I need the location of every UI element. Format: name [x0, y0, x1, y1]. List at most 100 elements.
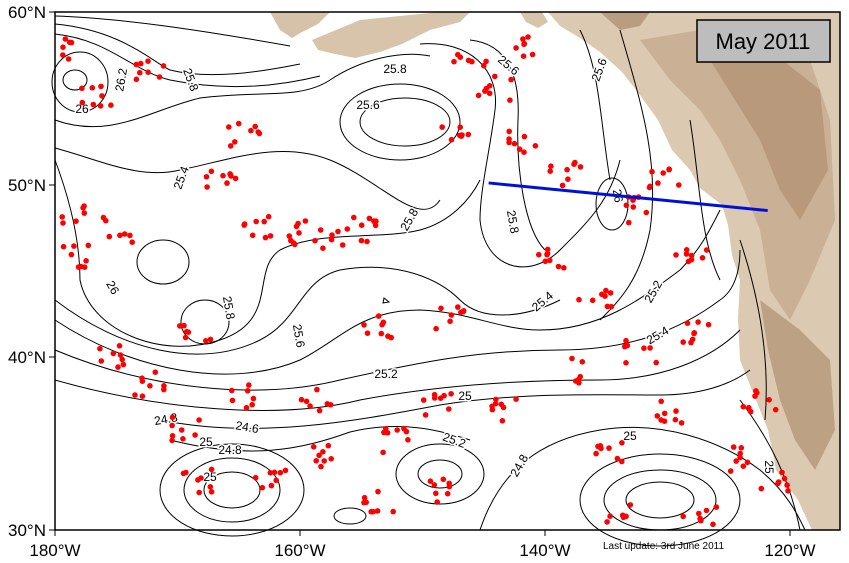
float-marker	[513, 396, 519, 403]
float-marker	[313, 458, 320, 464]
float-marker	[160, 63, 167, 69]
float-marker	[207, 336, 214, 343]
float-marker	[438, 305, 444, 312]
float-marker	[758, 485, 765, 492]
float-marker	[565, 176, 571, 182]
float-marker	[753, 388, 759, 394]
contour-label: 25.6	[589, 56, 610, 83]
float-marker	[434, 499, 441, 505]
float-marker	[441, 392, 447, 399]
map-title: May 2011	[716, 29, 811, 54]
float-marker	[81, 210, 88, 216]
float-marker	[60, 243, 67, 250]
float-marker	[548, 163, 554, 169]
float-marker	[506, 136, 512, 142]
float-marker	[100, 214, 107, 221]
float-marker	[79, 99, 86, 106]
float-marker	[204, 184, 210, 190]
contour-label: 25.6	[356, 98, 380, 112]
float-marker	[676, 182, 682, 188]
contour-label: 26.2	[112, 67, 130, 93]
float-marker	[316, 407, 323, 414]
float-marker	[208, 168, 215, 175]
contour-label: 25.4	[644, 323, 672, 347]
float-marker	[180, 436, 186, 442]
float-marker	[520, 53, 527, 59]
float-marker	[372, 222, 379, 229]
float-marker	[139, 393, 146, 400]
float-marker	[607, 513, 613, 519]
float-marker	[448, 312, 455, 318]
float-marker	[227, 143, 234, 149]
float-marker	[244, 388, 251, 394]
float-marker	[110, 350, 117, 357]
lat-tick-label: 50°N	[8, 176, 46, 195]
float-marker	[781, 475, 788, 482]
float-marker	[576, 296, 582, 303]
float-marker	[666, 166, 672, 173]
float-marker	[127, 232, 133, 239]
float-marker	[117, 352, 124, 358]
float-marker	[183, 328, 190, 335]
float-marker	[626, 219, 632, 226]
float-marker	[614, 455, 621, 462]
float-marker	[465, 131, 472, 138]
float-marker	[192, 432, 198, 438]
float-marker	[653, 359, 659, 366]
float-marker	[661, 418, 668, 425]
float-marker	[569, 355, 575, 362]
float-marker	[363, 499, 370, 506]
float-marker	[422, 412, 429, 418]
float-marker	[744, 459, 751, 466]
float-marker	[536, 251, 542, 258]
float-marker	[457, 124, 464, 130]
float-marker	[286, 233, 293, 239]
float-marker	[129, 239, 135, 245]
float-marker	[265, 213, 272, 220]
float-marker	[544, 246, 551, 253]
contour-label: 24.8	[218, 443, 242, 457]
float-marker	[203, 174, 210, 180]
float-marker	[178, 427, 185, 433]
float-marker	[314, 386, 320, 393]
contour-label: 25.8	[383, 62, 407, 76]
float-marker	[97, 103, 104, 109]
float-marker	[90, 101, 97, 108]
float-marker	[68, 251, 75, 258]
float-marker	[261, 218, 268, 225]
float-marker	[547, 168, 553, 174]
float-marker	[602, 293, 608, 299]
float-marker	[772, 406, 779, 413]
contour-label: 25.8	[180, 66, 201, 93]
float-marker	[680, 339, 686, 345]
float-marker	[248, 127, 254, 134]
float-marker	[268, 482, 275, 489]
float-marker	[99, 93, 105, 99]
float-marker	[361, 322, 367, 328]
title-box	[696, 19, 831, 63]
float-marker	[137, 69, 143, 76]
float-marker	[120, 361, 127, 368]
float-marker	[506, 128, 512, 135]
float-marker	[440, 476, 447, 483]
float-marker	[658, 398, 664, 405]
float-marker	[321, 458, 328, 464]
float-marker	[465, 57, 472, 64]
float-marker	[375, 313, 382, 319]
float-marker	[374, 508, 381, 514]
float-marker	[520, 36, 526, 42]
float-marker	[455, 304, 461, 310]
float-marker	[68, 39, 75, 46]
float-marker	[673, 252, 679, 258]
float-marker	[444, 490, 451, 497]
float-marker	[577, 164, 584, 170]
float-marker	[267, 233, 274, 239]
float-marker	[730, 444, 737, 450]
float-marker	[439, 124, 446, 130]
contour-label: 25.6	[290, 323, 308, 349]
float-marker	[737, 454, 743, 461]
float-marker	[654, 413, 661, 419]
float-marker	[133, 61, 140, 68]
float-marker	[249, 232, 256, 239]
